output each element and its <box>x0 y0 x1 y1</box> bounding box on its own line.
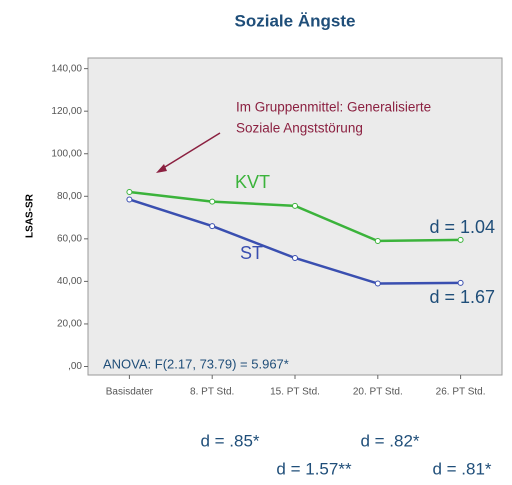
x-tick-label: Basisdater <box>106 387 154 398</box>
point <box>374 280 381 287</box>
chart-title: Soziale Ängste <box>235 11 356 30</box>
y-tick-label: 20,00 <box>57 319 82 330</box>
effect-below: d = .81* <box>432 459 491 478</box>
point <box>374 237 381 244</box>
effect-below: d = 1.57** <box>276 459 352 478</box>
y-tick-label: 140,00 <box>51 63 82 74</box>
legend-label: KVT <box>235 172 270 192</box>
point <box>209 198 216 205</box>
point <box>457 279 464 286</box>
y-tick-label: 120,00 <box>51 106 82 117</box>
arrow <box>159 132 221 171</box>
annotation: Im Gruppenmittel: Generalisierte <box>236 100 431 115</box>
effect-label: d = 1.04 <box>429 217 495 237</box>
effect-label: d = 1.67 <box>429 287 495 307</box>
plot-area <box>87 57 503 376</box>
x-tick-label: 26. PT Std. <box>436 387 486 398</box>
effect-below: d = .85* <box>200 431 259 450</box>
y-tick-label: 60,00 <box>57 233 82 244</box>
x-tick-label: 15. PT Std. <box>270 387 320 398</box>
annotation: Soziale Angststörung <box>236 121 363 136</box>
point <box>126 196 133 203</box>
point <box>292 202 298 209</box>
point <box>457 236 464 243</box>
point <box>292 254 298 261</box>
arrow-head <box>156 164 167 173</box>
y-tick-label: 100,00 <box>51 148 82 159</box>
point <box>209 223 216 230</box>
point <box>126 189 133 196</box>
y-axis-label: LSAS-SR <box>25 193 36 238</box>
anova-label: ANOVA: F(2.17, 73.79) = 5.967* <box>103 356 289 371</box>
y-tick-label: 40,00 <box>57 276 82 287</box>
legend-label: ST <box>240 243 263 263</box>
effect-below: d = .82* <box>360 431 419 450</box>
x-tick-label: 20. PT Std. <box>353 387 403 398</box>
y-tick-label: ,00 <box>68 361 82 372</box>
x-tick-label: 8. PT Std. <box>190 387 234 398</box>
y-tick-label: 80,00 <box>57 191 82 202</box>
